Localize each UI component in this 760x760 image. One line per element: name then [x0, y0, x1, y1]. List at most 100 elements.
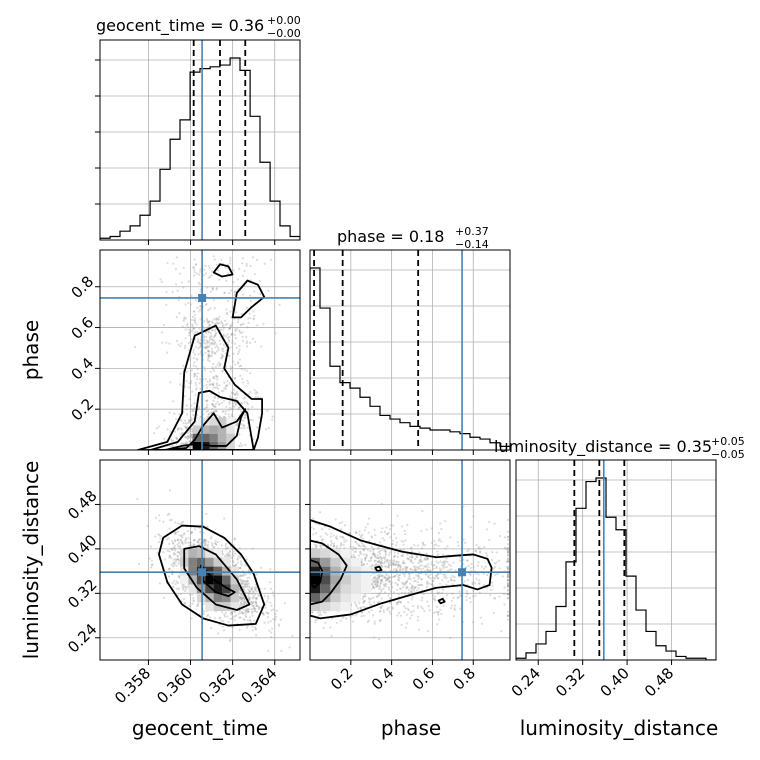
sample-point — [244, 573, 247, 576]
sample-point — [242, 585, 245, 589]
sample-point — [246, 608, 249, 611]
sample-point — [272, 608, 275, 611]
sample-point — [230, 414, 233, 418]
sample-point — [178, 383, 182, 386]
sample-point — [432, 547, 436, 550]
xlabel-phase: phase — [381, 716, 441, 740]
sample-point — [219, 342, 222, 346]
sample-point — [482, 584, 486, 587]
sample-point — [178, 534, 181, 537]
sample-point — [197, 408, 200, 411]
sample-point — [224, 544, 227, 547]
sample-point — [238, 595, 241, 598]
sample-point — [408, 574, 411, 577]
sample-point — [231, 339, 234, 342]
sample-point — [189, 541, 192, 544]
sample-point — [154, 516, 158, 519]
sample-point — [369, 603, 372, 606]
sample-point — [374, 559, 377, 562]
hist-panel-geocent-time — [95, 39, 301, 245]
sample-point — [225, 384, 228, 387]
sample-point — [241, 593, 244, 596]
sample-point — [171, 547, 174, 550]
sample-point — [166, 513, 169, 516]
sample-point — [381, 549, 384, 552]
sample-point — [179, 345, 182, 348]
hist-bar — [410, 426, 420, 450]
sample-point — [360, 534, 363, 538]
sample-point — [239, 579, 242, 582]
sample-point — [258, 594, 261, 597]
sample-point — [234, 392, 238, 395]
sample-point — [386, 532, 389, 536]
sample-point — [255, 634, 258, 637]
sample-point — [215, 263, 218, 266]
density-cell — [188, 566, 197, 576]
sample-point — [238, 445, 242, 448]
sample-point — [506, 614, 510, 617]
sample-point — [380, 574, 383, 578]
sample-point — [437, 572, 440, 576]
sample-point — [193, 407, 196, 410]
sample-point — [253, 626, 256, 629]
sample-point — [278, 624, 281, 627]
sample-point — [506, 579, 510, 582]
sample-point — [176, 558, 180, 561]
sample-point — [190, 427, 193, 430]
density-cell — [180, 575, 189, 585]
sample-point — [242, 579, 245, 582]
sample-point — [319, 544, 323, 547]
sample-point — [474, 594, 477, 597]
sample-point — [177, 522, 180, 525]
sample-point — [244, 614, 247, 617]
sample-point — [374, 564, 377, 567]
sample-point — [465, 559, 468, 562]
sample-point — [199, 268, 202, 271]
sample-point — [240, 574, 244, 578]
sample-point — [239, 597, 242, 600]
sample-point — [480, 622, 484, 625]
sample-point — [233, 377, 236, 380]
sample-point — [373, 559, 376, 563]
density-cell — [213, 548, 223, 558]
sample-point — [251, 586, 254, 589]
sample-point — [163, 419, 166, 422]
sample-point — [215, 409, 218, 413]
sample-point — [213, 405, 216, 408]
sample-point — [415, 555, 418, 558]
sample-point — [232, 392, 235, 395]
sample-point — [403, 529, 406, 532]
sample-point — [213, 541, 217, 545]
sample-point — [207, 320, 210, 323]
sample-point — [387, 566, 390, 569]
sample-point — [234, 403, 237, 407]
sample-point — [172, 551, 176, 555]
sample-point — [345, 617, 348, 620]
sample-point — [405, 567, 408, 570]
sample-point — [506, 535, 510, 538]
sample-point — [391, 524, 395, 527]
sample-point — [187, 431, 190, 435]
sample-point — [238, 330, 241, 333]
hist-bar — [440, 430, 450, 450]
sample-point — [373, 555, 377, 558]
sample-point — [173, 531, 176, 534]
sample-point — [240, 582, 243, 585]
sample-point — [390, 586, 393, 589]
sample-point — [411, 604, 415, 608]
sample-point — [175, 339, 179, 343]
sample-point — [390, 542, 394, 546]
sample-point — [242, 293, 245, 296]
sample-point — [378, 552, 382, 556]
sample-point — [386, 608, 389, 612]
density-cell — [222, 584, 231, 594]
sample-point — [355, 530, 358, 533]
sample-point — [208, 380, 212, 383]
sample-point — [440, 612, 443, 615]
sample-point — [370, 536, 373, 539]
sample-point — [393, 533, 396, 536]
sample-point — [235, 327, 239, 330]
sample-point — [245, 558, 248, 561]
sample-point — [385, 533, 389, 536]
sample-point — [453, 608, 456, 611]
